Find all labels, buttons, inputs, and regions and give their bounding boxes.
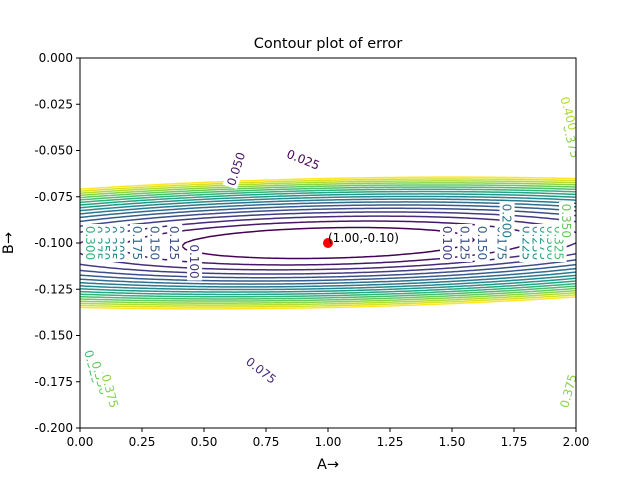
contour-label-bg (559, 201, 575, 240)
contour-label-text: 0.100 (187, 244, 201, 278)
x-tick-label: 0.75 (253, 435, 280, 449)
contour-label-16: 0.125 (457, 224, 473, 262)
contour-line-10 (80, 190, 576, 296)
contour-label-text: 0.150 (475, 226, 489, 260)
x-axis-label: A→ (317, 457, 339, 473)
contour-line-7 (80, 198, 576, 288)
contour-labels: 0.0250.0500.0750.1000.1250.1500.1750.200… (80, 93, 576, 412)
contour-label-text: 0.175 (130, 226, 144, 260)
contour-label-3: 0.100 (187, 242, 203, 281)
contour-label-bg (474, 224, 490, 262)
chart-title: Contour plot of error (254, 36, 403, 52)
y-tick-label: 0.000 (39, 51, 73, 65)
x-tick-label: 0.00 (67, 435, 94, 449)
y-tick-label: -0.025 (34, 97, 73, 111)
y-tick-label: -0.100 (34, 236, 73, 250)
contour-label-text: 0.125 (457, 226, 471, 260)
contour-label-bg (457, 224, 473, 262)
y-tick-label: -0.150 (34, 329, 73, 343)
minimum-point-label: (1.00,-0.10) (328, 231, 399, 245)
contour-line-9 (80, 193, 576, 293)
x-tick-label: 1.00 (315, 435, 342, 449)
point-layer: (1.00,-0.10) (323, 231, 399, 248)
contour-label-25: 0.350 (559, 201, 575, 240)
contour-line-8 (80, 195, 576, 291)
contour-label-15: 0.100 (440, 224, 455, 262)
contour-label-text: 0.200 (500, 204, 514, 238)
contour-label-bg (440, 224, 455, 262)
contour-label-5: 0.150 (147, 224, 163, 262)
x-tick-label: 0.25 (129, 435, 156, 449)
contour-line-14 (80, 182, 576, 304)
contour-label-bg (282, 145, 324, 174)
contour-label-bg (147, 224, 163, 262)
y-axis-ticks: 0.000 -0.025 -0.050 -0.075 -0.100 -0.125 -0.15… (34, 51, 80, 435)
contour-label-bg (555, 370, 576, 412)
y-tick-label: -0.075 (34, 190, 73, 204)
contour-line-13 (80, 184, 576, 302)
contour-label-17: 0.150 (474, 224, 490, 262)
x-axis-ticks: 0.00 0.25 0.50 0.75 1.00 1.25 1.50 1.75 2.00 (67, 428, 590, 449)
contour-label-11: 0.300 (82, 224, 98, 262)
contour-label-bg (187, 242, 203, 281)
contour-label-text: 0.350 (559, 204, 573, 238)
contour-label-text: 0.125 (167, 226, 181, 260)
contour-label-text: 0.100 (440, 226, 454, 260)
contour-label-bg (82, 224, 98, 262)
contour-line-17 (80, 176, 576, 310)
contour-label-bg (130, 224, 145, 262)
minimum-point (323, 238, 333, 248)
contour-label-text: 0.300 (83, 226, 97, 260)
x-tick-label: 1.25 (377, 435, 404, 449)
contour-line-12 (80, 186, 576, 300)
contour-label-bg (222, 148, 249, 190)
x-tick-label: 1.75 (501, 435, 528, 449)
contour-label-6: 0.175 (130, 224, 145, 262)
x-tick-label: 2.00 (563, 435, 590, 449)
contour-label-4: 0.125 (167, 224, 183, 262)
contour-label-bg (556, 93, 576, 134)
y-tick-label: -0.125 (34, 282, 73, 296)
contour-label-bg (559, 120, 576, 162)
x-tick-label: 1.50 (439, 435, 466, 449)
contour-label-text: 0.150 (147, 226, 161, 260)
contour-label-bg (167, 224, 183, 262)
y-tick-label: -0.200 (34, 421, 73, 435)
contour-label-bg (98, 370, 123, 412)
x-tick-label: 0.50 (191, 435, 218, 449)
contour-line-11 (80, 188, 576, 298)
y-axis-label: B→ (1, 232, 17, 254)
y-tick-label: -0.050 (34, 144, 73, 158)
contour-line-16 (80, 178, 576, 308)
contour-label-bg (241, 352, 281, 388)
y-tick-label: -0.175 (34, 375, 73, 389)
contour-label-19: 0.200 (499, 201, 515, 240)
contour-label-bg (499, 201, 515, 240)
